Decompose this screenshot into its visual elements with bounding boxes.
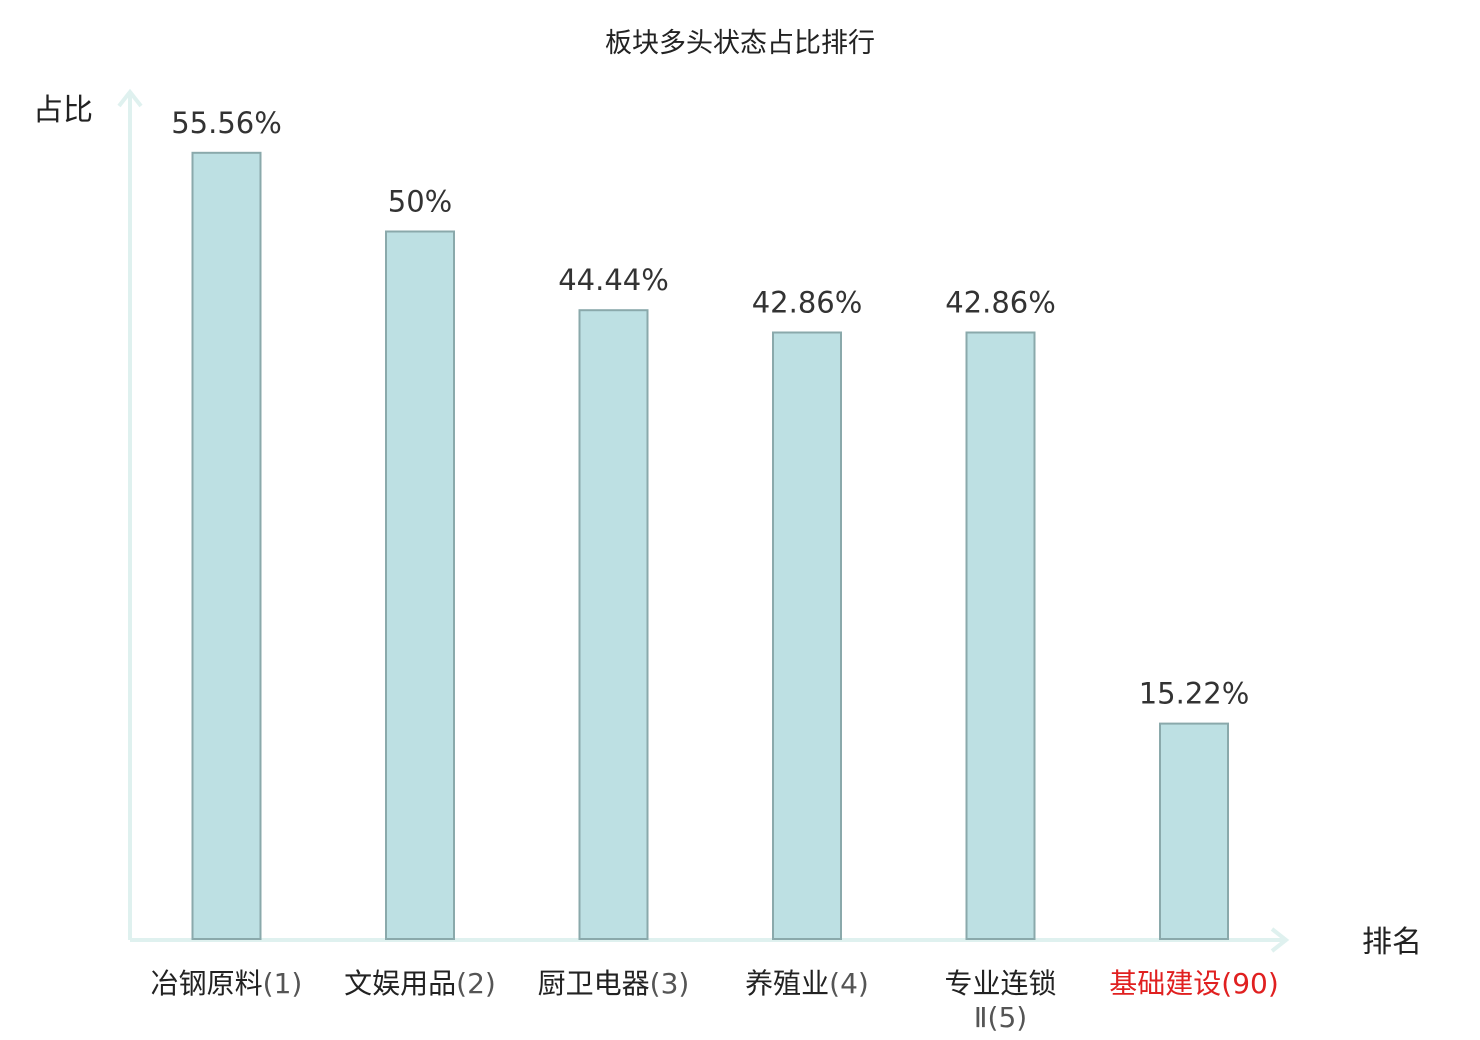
y-axis-arrow-icon bbox=[117, 88, 143, 108]
category-name: 养殖业 bbox=[745, 967, 829, 1000]
bar-3 bbox=[578, 309, 649, 940]
category-rank: (90) bbox=[1221, 967, 1278, 1000]
value-label-3: 44.44% bbox=[558, 263, 669, 297]
value-label-5: 42.86% bbox=[945, 286, 1056, 320]
bar-4 bbox=[772, 331, 842, 940]
value-label-6: 15.22% bbox=[1139, 677, 1250, 711]
category-name-line2: Ⅱ bbox=[974, 1001, 988, 1034]
category-name: 厨卫电器 bbox=[538, 967, 650, 1000]
category-labels-group: 冶钢原料(1) 文娱用品(2) 厨卫电器(3) 养殖业(4) 专业连锁 Ⅱ(5)基础建设(… bbox=[151, 967, 1279, 1034]
value-label-4: 42.86% bbox=[752, 286, 863, 320]
category-rank: (4) bbox=[829, 967, 869, 1000]
x-axis-arrow-icon bbox=[1270, 927, 1290, 953]
bars-group bbox=[191, 151, 1229, 941]
bar-6 bbox=[1159, 722, 1229, 940]
x-axis-label: 排名 bbox=[1362, 925, 1422, 960]
chart-title: 板块多头状态占比排行 bbox=[605, 28, 875, 59]
category-label-4: 养殖业(4) bbox=[745, 967, 869, 1000]
category-name: 冶钢原料 bbox=[151, 967, 263, 1000]
bar-5 bbox=[965, 331, 1036, 940]
axes bbox=[117, 88, 1290, 953]
value-label-2: 50% bbox=[388, 185, 452, 219]
category-label-5: 专业连锁 Ⅱ(5) bbox=[944, 967, 1056, 1034]
bar-2 bbox=[385, 230, 455, 940]
category-label-1: 冶钢原料(1) bbox=[151, 967, 303, 1000]
category-rank: (1) bbox=[263, 967, 303, 1000]
category-name: 文娱用品 bbox=[344, 967, 456, 1000]
y-axis-label: 占比 bbox=[33, 93, 93, 128]
category-rank: (2) bbox=[456, 967, 496, 1000]
category-rank: (3) bbox=[650, 967, 690, 1000]
value-labels-group: 55.56% 50% 44.44% 42.86% 42.86% 15.22% bbox=[171, 106, 1249, 711]
category-rank: (5) bbox=[988, 1001, 1028, 1034]
category-label-2: 文娱用品(2) bbox=[344, 967, 496, 1000]
category-label-3: 厨卫电器(3) bbox=[538, 967, 690, 1000]
category-name: 基础建设 bbox=[1109, 967, 1221, 1000]
category-name: 专业连锁 bbox=[944, 967, 1056, 1000]
value-label-1: 55.56% bbox=[171, 106, 282, 140]
category-label-6: 基础建设(90) bbox=[1109, 967, 1279, 1000]
bar-1 bbox=[191, 151, 262, 941]
